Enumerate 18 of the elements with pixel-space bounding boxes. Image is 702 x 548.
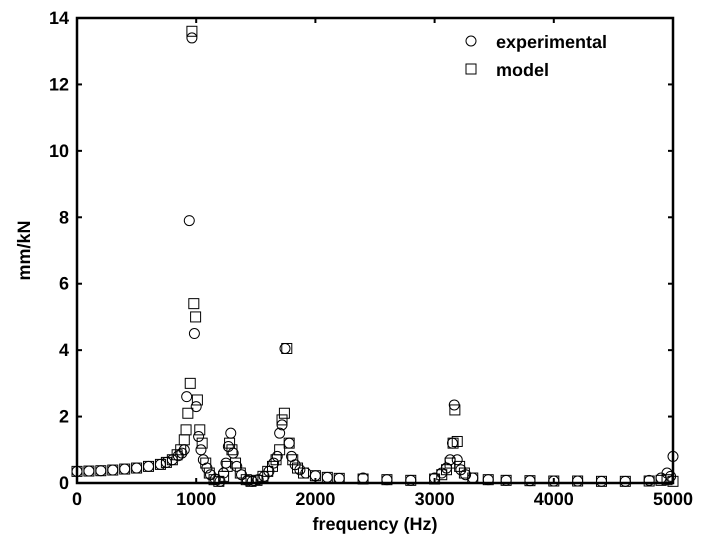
x-tick-label: 5000 [652,489,694,509]
x-tick-label: 0 [72,489,82,509]
legend-label: model [496,60,550,80]
y-tick-label: 2 [58,406,69,427]
x-axis-title: frequency (Hz) [312,514,438,534]
y-axis-title: mm/kN [14,220,34,281]
y-tick-label: 0 [58,473,69,493]
y-tick-label: 8 [58,207,69,228]
x-tick-label: 2000 [295,489,336,509]
y-tick-label: 10 [48,140,69,161]
legend-label: experimental [496,32,608,52]
y-tick-label: 14 [48,8,69,28]
y-tick-label: 6 [58,274,69,294]
x-tick-label: 1000 [176,489,216,509]
x-tick-label: 3000 [414,489,455,509]
x-tick-label: 4000 [534,489,574,509]
y-tick-label: 4 [58,340,69,360]
y-tick-label: 12 [48,74,69,94]
